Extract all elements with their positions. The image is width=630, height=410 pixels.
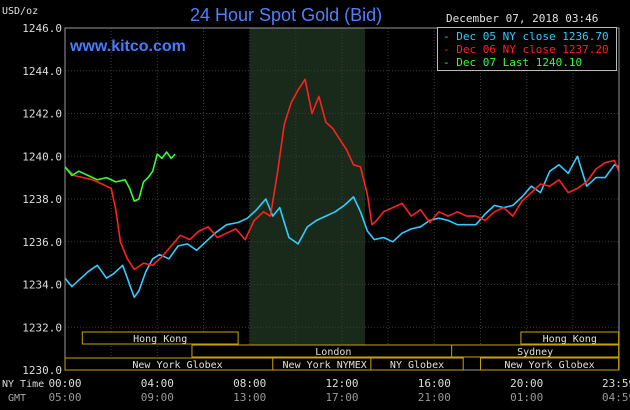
- series-lines: [64, 78, 620, 299]
- market-label: Sydney: [517, 347, 553, 358]
- y-tick-label: 1240.0: [22, 150, 62, 163]
- legend: - Dec 05 NY close 1236.70 - Dec 06 NY cl…: [437, 27, 617, 71]
- market-label: London: [315, 347, 351, 358]
- y-tick-label: 1246.0: [22, 22, 62, 35]
- x-tick-label-gmt: 17:00: [325, 391, 358, 404]
- market-bar: [480, 357, 620, 371]
- series-line-0: [64, 155, 620, 299]
- x-tick-label-ny: 12:00: [325, 377, 358, 390]
- x-tick-label-gmt: 05:00: [48, 391, 81, 404]
- y-tick-label: 1232.0: [22, 321, 62, 334]
- y-tick-label: 1238.0: [22, 193, 62, 206]
- market-bar: [520, 331, 620, 345]
- legend-item-dec05: - Dec 05 NY close 1236.70: [443, 30, 609, 43]
- unit-label: USD/oz: [2, 6, 39, 17]
- market-label: New York NYMEX: [283, 360, 367, 371]
- x-tick-label-ny: 20:00: [510, 377, 543, 390]
- ny-time-label: NY Time: [2, 379, 44, 390]
- series-line-1: [64, 78, 620, 271]
- x-tick-label-ny: 16:00: [418, 377, 451, 390]
- market-bar: [370, 357, 464, 371]
- x-tick-label-gmt: 01:00: [510, 391, 543, 404]
- y-tick-labels: 1230.0 1232.0 1234.0 1236.0 1238.0 1240.0 1242…: [22, 22, 62, 377]
- x-tick-label-gmt: 04:59: [602, 391, 630, 404]
- chart-title: 24 Hour Spot Gold (Bid): [190, 5, 383, 25]
- market-bar: [451, 344, 620, 358]
- x-tick-label-ny: 08:00: [233, 377, 266, 390]
- market-sessions: Hong Kong London New York Globex New York N…: [64, 331, 620, 371]
- site-url[interactable]: www.kitco.com: [70, 38, 186, 55]
- market-label: Hong Kong: [543, 334, 597, 345]
- market-label: New York Globex: [504, 360, 594, 371]
- legend-label-dec07: Dec 07 Last 1240.10: [456, 56, 583, 69]
- timestamp: December 07, 2018 03:46: [446, 12, 599, 25]
- legend-item-dec06: - Dec 06 NY close 1237.20: [443, 43, 609, 56]
- legend-item-dec07: - Dec 07 Last 1240.10: [443, 56, 583, 69]
- market-label: NY Globex: [390, 360, 444, 371]
- y-tick-label: 1242.0: [22, 108, 62, 121]
- market-label: Hong Kong: [133, 334, 187, 345]
- market-bar: [81, 331, 239, 345]
- y-tick-label: 1236.0: [22, 236, 62, 249]
- legend-label-dec06: Dec 06 NY close 1237.20: [456, 43, 609, 56]
- x-tick-label-gmt: 21:00: [418, 391, 451, 404]
- series-line-2: [64, 151, 176, 202]
- market-label: New York Globex: [132, 360, 222, 371]
- x-tick-label-ny: 04:00: [141, 377, 174, 390]
- y-tick-label: 1230.0: [22, 364, 62, 377]
- x-tick-label-ny: 00:00: [48, 377, 81, 390]
- nymex-shaded-region: [249, 28, 366, 370]
- y-tick-label: 1234.0: [22, 279, 62, 292]
- y-tick-label: 1244.0: [22, 65, 62, 78]
- legend-label-dec05: Dec 05 NY close 1236.70: [456, 30, 609, 43]
- x-tick-label-ny: 23:59: [602, 377, 630, 390]
- x-tick-label-gmt: 13:00: [233, 391, 266, 404]
- x-tick-label-gmt: 09:00: [141, 391, 174, 404]
- gmt-label: GMT: [8, 393, 26, 404]
